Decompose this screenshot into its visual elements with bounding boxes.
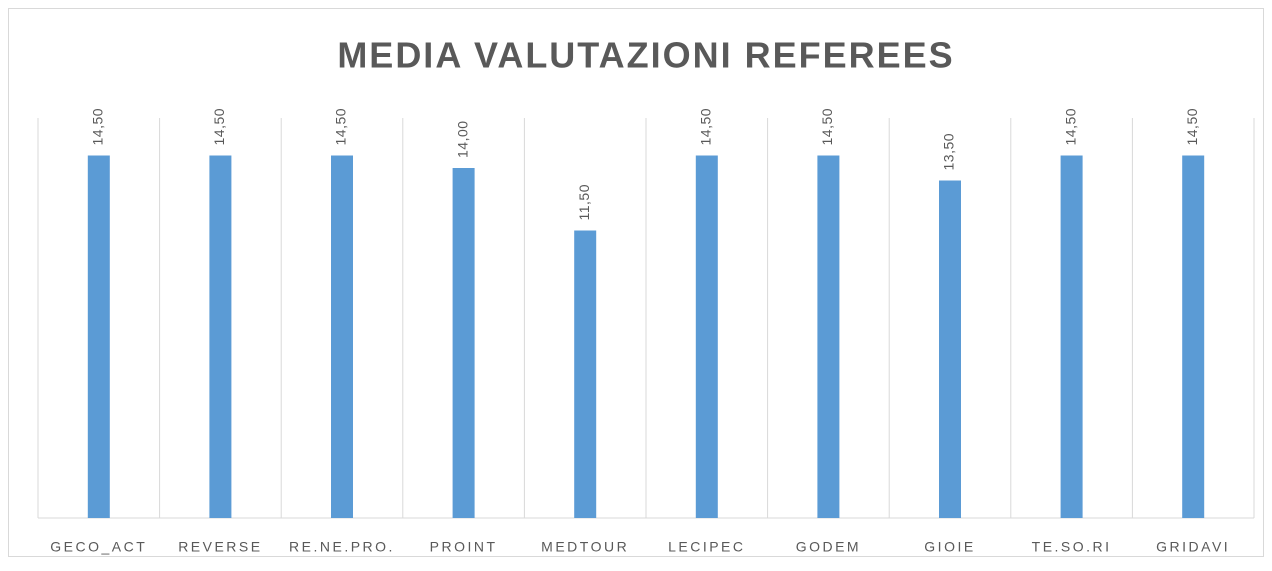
value-label: 11,50 [576,184,592,221]
bar [817,155,840,518]
bar [331,155,353,518]
bar [209,155,232,518]
bar [939,180,961,518]
value-label: 13,50 [941,133,957,171]
x-tick-label: REVERSE [178,539,262,555]
value-label: 14,50 [819,108,835,146]
x-tick-label: GODEM [796,539,861,555]
value-label: 14,50 [1184,108,1200,146]
chart-title: MEDIA VALUTAZIONI REFEREES [337,35,954,76]
x-tick-label: GRIDAVI [1156,539,1230,555]
value-label: 14,50 [1062,108,1078,146]
value-label: 14,50 [333,108,349,146]
value-label: 14,50 [211,108,227,146]
value-label: 14,00 [454,120,470,158]
bar [695,155,718,518]
x-tick-label: LECIPEC [668,539,745,555]
value-label: 14,50 [698,108,714,146]
value-label: 14,50 [90,108,106,146]
bar [87,155,110,518]
x-tick-label: PROINT [430,539,498,555]
x-tick-label: RE.NE.PRO. [289,539,395,555]
x-tick-label: GECO_ACT [50,539,147,555]
bar [1182,155,1205,518]
x-tick-label: MEDTOUR [541,539,629,555]
bar [452,168,475,518]
bar [574,230,597,518]
x-tick-label: GIOIE [924,539,975,555]
bar [1060,155,1083,518]
x-tick-label: TE.SO.RI [1032,539,1112,555]
